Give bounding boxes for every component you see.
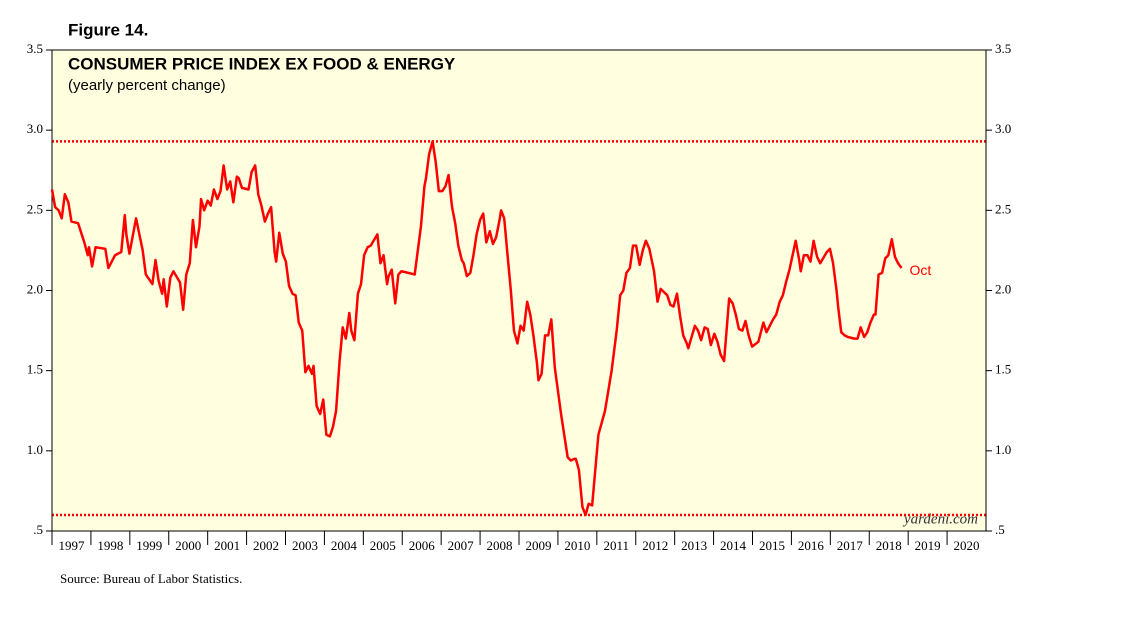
x-tick-label: 2007	[448, 538, 475, 553]
y2-tick-label: 2.0	[995, 281, 1011, 296]
y-tick-label: 1.5	[27, 362, 43, 377]
x-tick-label: 2005	[370, 538, 396, 553]
y2-tick-label: 3.0	[995, 121, 1011, 136]
x-tick-label: 2008	[487, 538, 513, 553]
source-note: Source: Bureau of Labor Statistics.	[60, 571, 242, 586]
y2-tick-label: 1.0	[995, 442, 1011, 457]
y2-tick-label: 1.5	[995, 362, 1011, 377]
x-tick-label: 2017	[837, 538, 864, 553]
x-tick-label: 2001	[214, 538, 240, 553]
y-tick-label: 2.5	[27, 201, 43, 216]
x-tick-label: 1998	[97, 538, 123, 553]
end-label: Oct	[910, 262, 932, 278]
x-tick-label: 1999	[136, 538, 162, 553]
x-tick-label: 2016	[798, 538, 825, 553]
y-tick-label: .5	[33, 522, 43, 537]
figure-label: Figure 14.	[68, 20, 148, 39]
y2-tick-label: 3.5	[995, 41, 1011, 56]
x-tick-label: 2010	[564, 538, 590, 553]
x-tick-label: 2011	[604, 538, 630, 553]
x-tick-label: 2013	[681, 538, 707, 553]
y-tick-label: 1.0	[27, 442, 43, 457]
data-line	[50, 140, 903, 517]
plot-frame	[51, 49, 987, 532]
x-tick-label: 2006	[409, 538, 436, 553]
x-tick-label: 2020	[954, 538, 980, 553]
x-tick-label: 2015	[759, 538, 785, 553]
x-tick-label: 2012	[642, 538, 668, 553]
x-tick-label: 2004	[331, 538, 358, 553]
chart-subtitle: (yearly percent change)	[68, 77, 226, 94]
y-tick-label: 3.0	[27, 121, 43, 136]
x-tick-label: 2014	[720, 538, 747, 553]
x-tick-label: 2003	[292, 538, 318, 553]
x-tick-label: 2009	[525, 538, 551, 553]
x-tick-label: 2000	[175, 538, 201, 553]
y2-tick-label: .5	[995, 522, 1005, 537]
plot-area	[52, 50, 986, 531]
x-tick-label: 2019	[915, 538, 941, 553]
y-tick-label: 2.0	[27, 281, 43, 296]
x-tick-label: 2018	[876, 538, 902, 553]
x-tick-label: 2002	[253, 538, 279, 553]
x-tick-label: 1997	[58, 538, 85, 553]
chart-title: CONSUMER PRICE INDEX EX FOOD & ENERGY	[68, 54, 456, 73]
y2-tick-label: 2.5	[995, 201, 1011, 216]
y-tick-label: 3.5	[27, 41, 43, 56]
